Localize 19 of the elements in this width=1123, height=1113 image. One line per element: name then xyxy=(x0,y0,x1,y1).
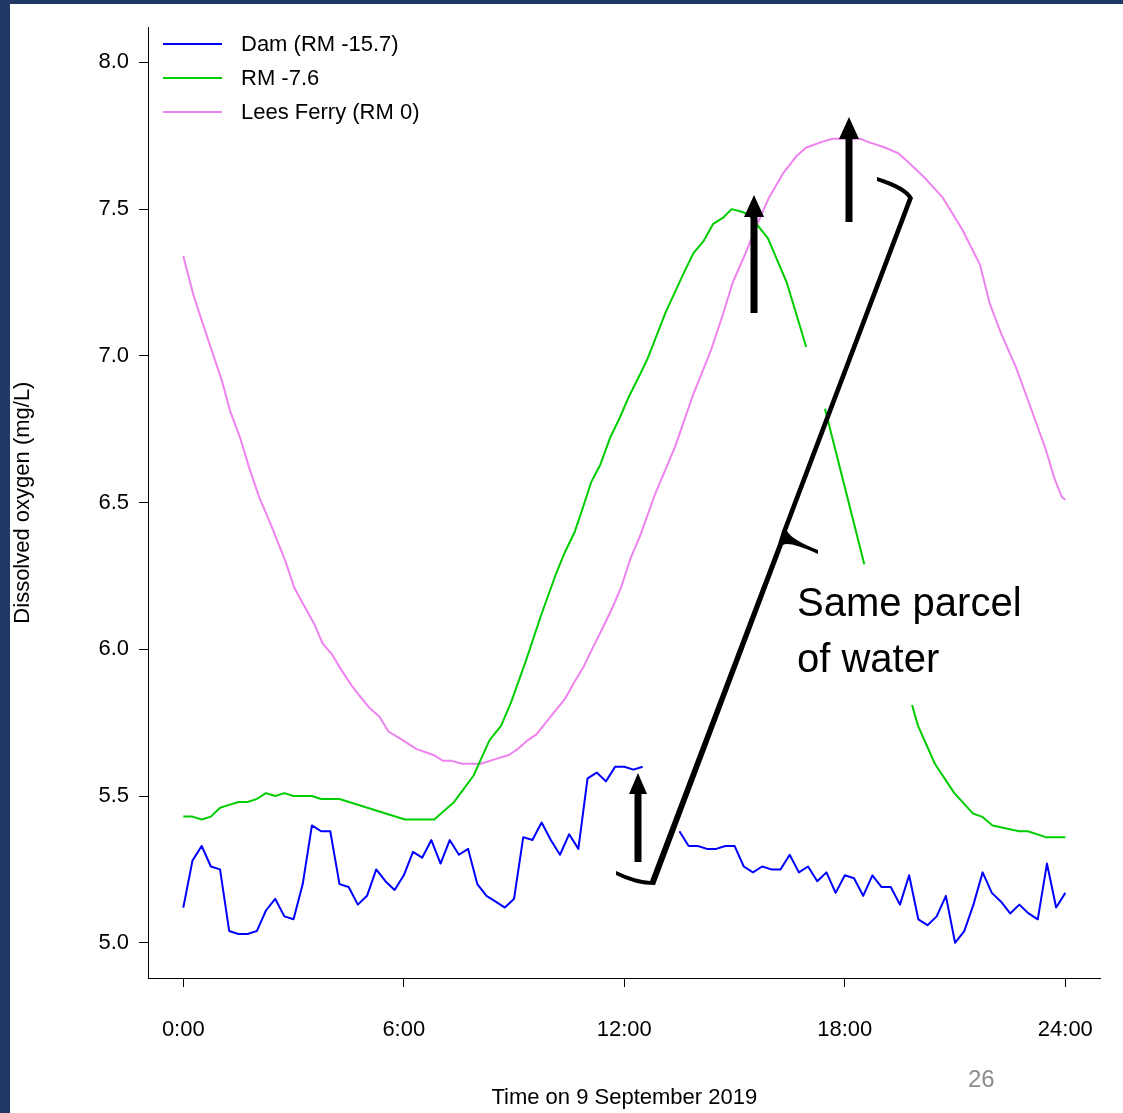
x-axis-title: Time on 9 September 2019 xyxy=(491,1083,758,1109)
y-tick-label: 7.5 xyxy=(98,195,129,221)
x-tick-label: 24:00 xyxy=(1037,1016,1093,1042)
annotation: Same parcel of water xyxy=(797,579,1023,682)
y-tick-label: 8.0 xyxy=(98,48,129,74)
x-tick-label: 0:00 xyxy=(161,1016,205,1042)
y-tick-label: 7.0 xyxy=(98,341,129,367)
y-tick-label: 6.0 xyxy=(98,635,129,661)
legend-label: Dam (RM -15.7) xyxy=(241,31,399,57)
y-tick-label: 5.0 xyxy=(98,928,129,954)
legend-label: Lees Ferry (RM 0) xyxy=(241,99,420,125)
y-tick-label: 5.5 xyxy=(98,782,129,808)
x-tick-label: 18:00 xyxy=(817,1016,873,1042)
y-tick-label: 6.5 xyxy=(98,488,129,514)
text: 26 xyxy=(968,1064,996,1094)
x-tick-label: 12:00 xyxy=(596,1016,652,1042)
y-axis-title: Dissolved oxygen (mg/L) xyxy=(9,381,35,624)
legend-label: RM -7.6 xyxy=(241,65,320,91)
x-tick-label: 6:00 xyxy=(382,1016,426,1042)
